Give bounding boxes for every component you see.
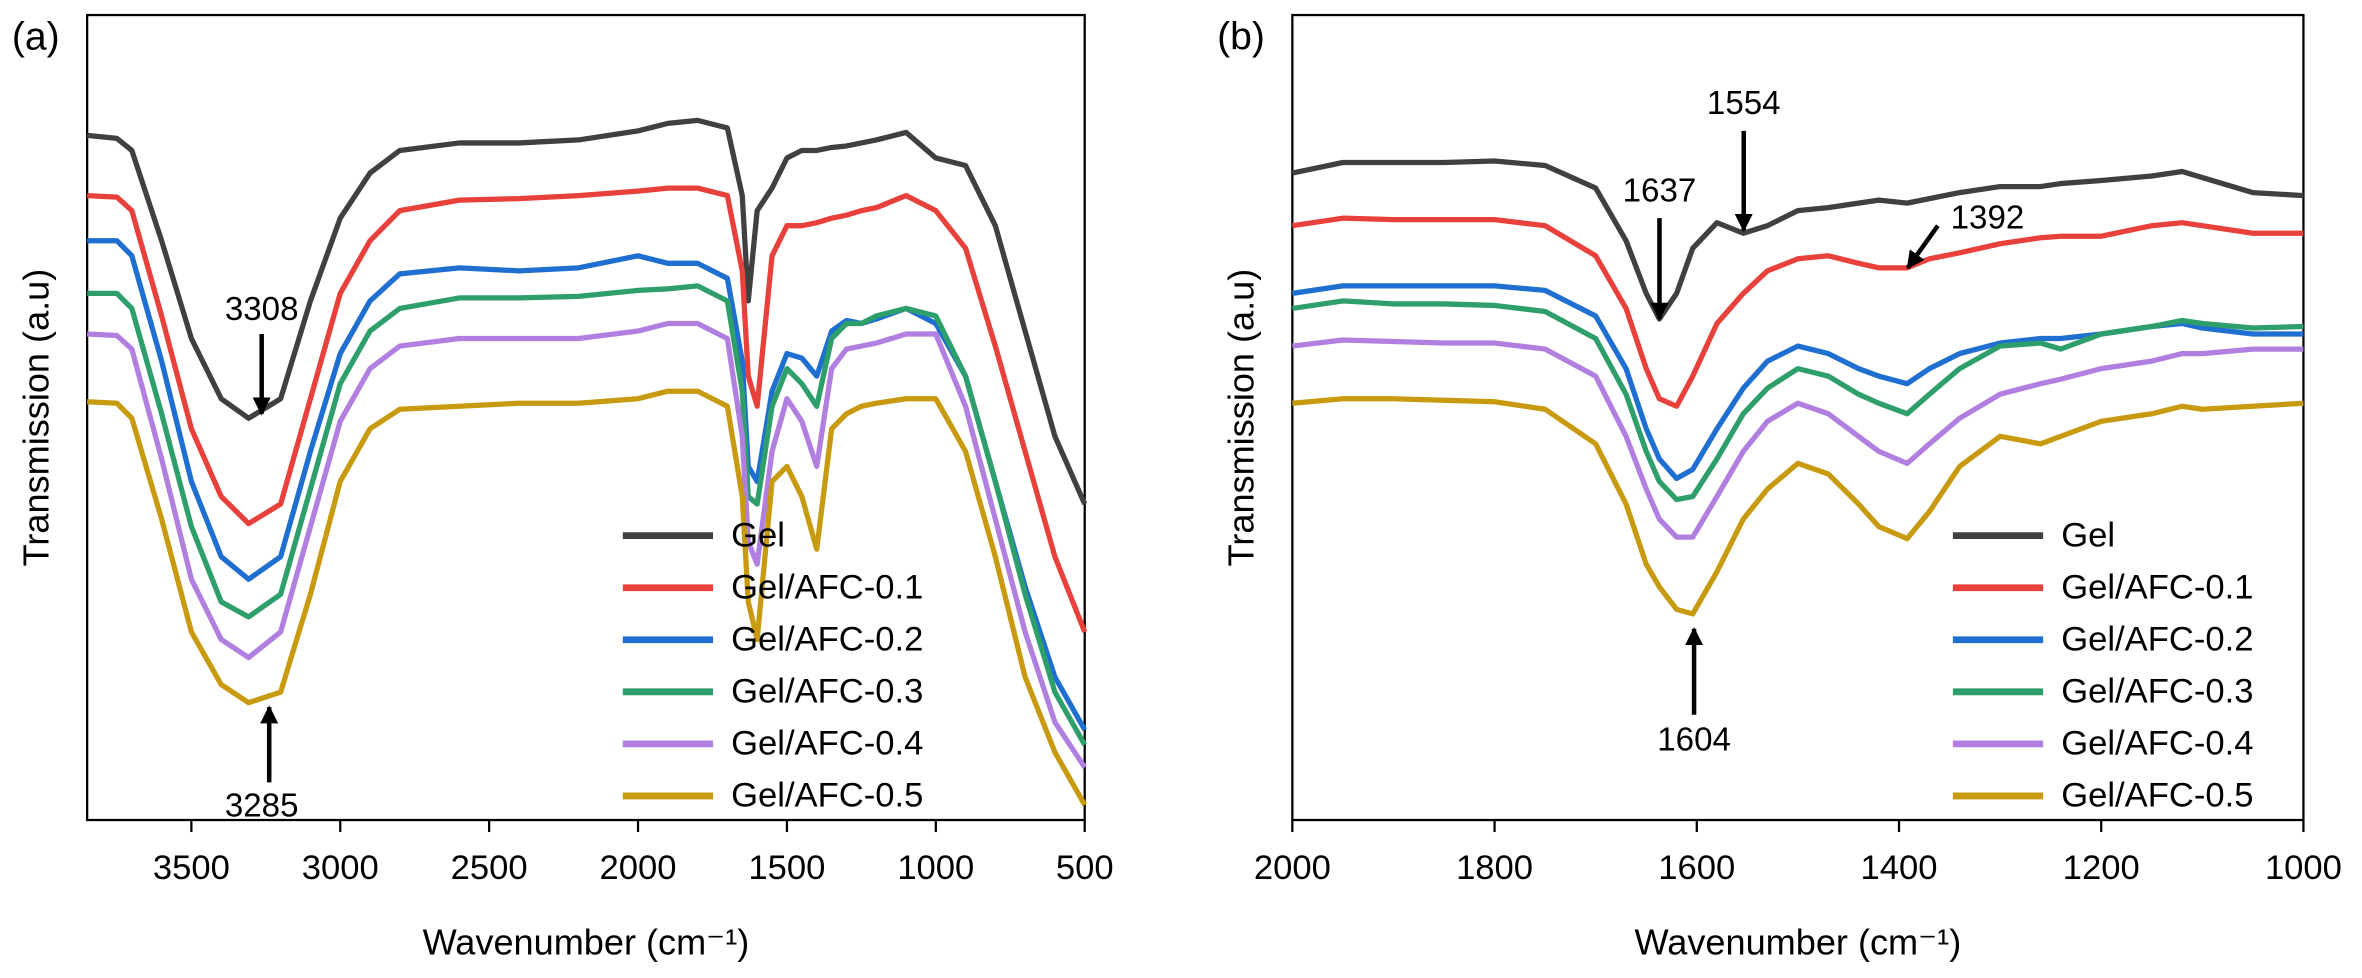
panel-label: (a) [12,15,60,58]
annotation-label: 3308 [225,291,299,328]
legend-label: Gel/AFC-0.4 [731,725,923,763]
legend-label: Gel/AFC-0.5 [731,777,923,815]
x-tick-label: 2000 [600,849,677,887]
plot-frame [1291,13,2305,822]
x-tick-label: 1400 [1861,849,1938,887]
x-tick-label: 2500 [451,849,528,887]
x-tick-label: 1000 [897,849,974,887]
legend-label: Gel/AFC-0.4 [2061,725,2253,763]
x-axis-label: Wavenumber (cm⁻¹) [1635,921,1962,962]
x-tick-label: 1000 [2265,849,2342,887]
plot-frame [86,13,1086,822]
x-tick-label: 3000 [302,849,379,887]
x-tick-label: 1600 [1658,849,1735,887]
series-line [87,185,1088,633]
legend-label: Gel [2061,516,2115,554]
series-line [87,283,1087,747]
series-line [1292,337,2304,540]
legend-label: Gel [731,516,785,554]
legend-label: Gel/AFC-0.2 [2061,620,2253,658]
series-line [1292,396,2304,617]
series-line [1291,283,2304,482]
legend-label: Gel/AFC-0.2 [731,620,923,658]
annotation-label: 1604 [1657,722,1731,759]
y-axis-label: Transmission (a.u) [16,269,57,567]
series-line [87,320,1087,769]
x-tick-label: 1500 [748,849,825,887]
series-line [86,117,1088,506]
series-line [1291,215,2304,409]
annotation-label: 1637 [1623,172,1697,209]
annotation-label: 1554 [1707,85,1781,122]
x-tick-label: 1800 [1456,849,1533,887]
series-line [87,388,1087,807]
legend-label: Gel/AFC-0.3 [731,672,923,710]
x-tick-label: 2000 [1254,849,1331,887]
panel-label: (b) [1217,15,1265,58]
legend-label: Gel/AFC-0.3 [2061,672,2253,710]
x-tick-label: 3500 [153,849,230,887]
x-tick-label: 500 [1056,849,1114,887]
series-line [1291,158,2304,322]
x-axis-label: Wavenumber (cm⁻¹) [423,921,750,962]
annotation-label: 3285 [225,788,299,825]
x-tick-label: 1200 [2063,849,2140,887]
legend-label: Gel/AFC-0.1 [2061,568,2253,606]
legend-label: Gel/AFC-0.5 [2061,777,2253,815]
annotation-label: 1392 [1951,199,2025,236]
y-axis-label: Transmission (a.u) [1221,269,1262,567]
series-line [1291,298,2304,503]
legend-label: Gel/AFC-0.1 [731,568,923,606]
annotation-arrow [1905,224,1940,270]
